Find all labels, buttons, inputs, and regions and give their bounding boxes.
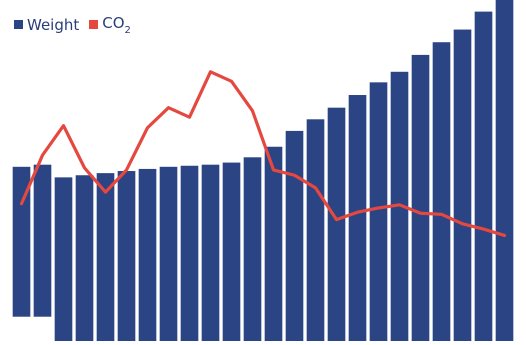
legend-swatch-co2 <box>89 20 99 29</box>
bar-1 <box>12 166 31 317</box>
legend-item-co2: CO2 <box>89 14 131 36</box>
bar-4 <box>75 175 94 341</box>
bar-16 <box>327 107 346 342</box>
bar-5 <box>96 173 115 341</box>
bar-7 <box>138 168 157 341</box>
bar-15 <box>306 119 325 341</box>
bar-12 <box>243 157 262 341</box>
bar-11 <box>222 162 241 341</box>
bar-22 <box>453 29 472 342</box>
legend-label-weight: Weight <box>27 15 80 34</box>
bar-23 <box>474 11 493 342</box>
bar-14 <box>285 130 304 341</box>
legend-label-co2-subscript: 2 <box>124 25 131 36</box>
legend-label-co2: CO2 <box>102 14 131 36</box>
legend-swatch-weight <box>14 20 23 29</box>
bar-18 <box>369 82 388 341</box>
bar-3 <box>54 177 73 341</box>
bar-9 <box>180 165 199 341</box>
bar-6 <box>117 171 136 341</box>
bar-21 <box>432 42 451 341</box>
legend-label-co2-prefix: CO <box>102 14 125 32</box>
bar-8 <box>159 166 178 341</box>
legend: Weight CO2 <box>14 14 141 36</box>
legend-item-weight: Weight <box>14 16 79 34</box>
bar-17 <box>348 95 367 342</box>
bar-20 <box>411 54 430 342</box>
bar-2 <box>33 164 52 317</box>
bar-13 <box>264 146 283 341</box>
series-line-co2 <box>19 70 507 238</box>
bar-10 <box>201 164 220 341</box>
bar-24 <box>495 0 514 341</box>
